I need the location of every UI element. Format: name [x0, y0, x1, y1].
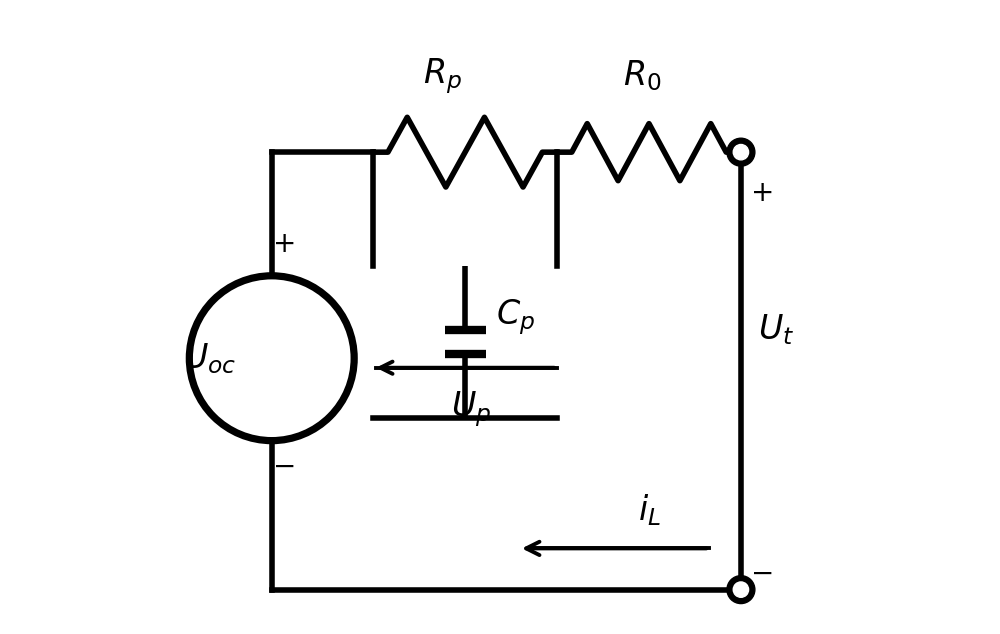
Text: $i_L$: $i_L$ — [638, 493, 660, 528]
Text: $+$: $+$ — [750, 180, 772, 207]
Text: $+$: $+$ — [272, 231, 294, 257]
Text: $-$: $-$ — [272, 453, 294, 479]
Text: $U_t$: $U_t$ — [758, 313, 794, 347]
Circle shape — [733, 582, 749, 597]
Text: $-$: $-$ — [750, 560, 772, 587]
Text: $R_p$: $R_p$ — [423, 56, 462, 96]
Text: $C_p$: $C_p$ — [496, 297, 535, 337]
Circle shape — [727, 138, 755, 166]
Text: $R_0$: $R_0$ — [623, 59, 662, 93]
Circle shape — [727, 576, 755, 604]
Circle shape — [733, 145, 749, 160]
Text: $U_{oc}$: $U_{oc}$ — [183, 341, 236, 375]
Text: $U_p$: $U_p$ — [451, 389, 492, 429]
